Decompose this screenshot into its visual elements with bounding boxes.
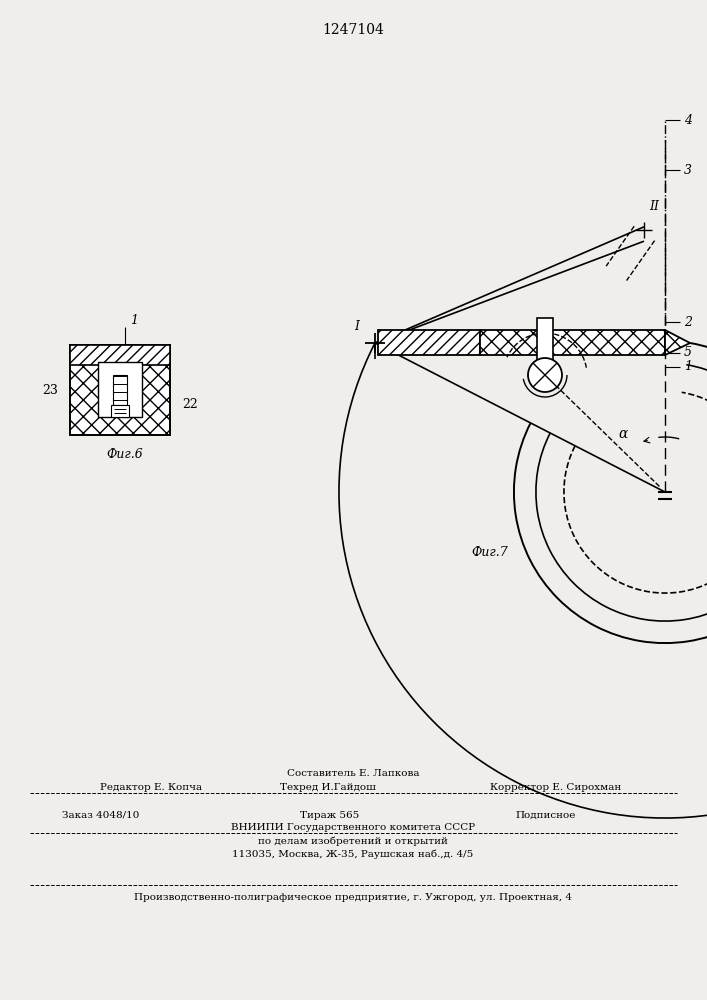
Text: 1: 1 bbox=[130, 314, 138, 328]
Text: Фиг.7: Фиг.7 bbox=[472, 546, 508, 558]
Text: ВНИИПИ Государственного комитета СССР: ВНИИПИ Государственного комитета СССР bbox=[231, 824, 475, 832]
Bar bbox=[98, 362, 142, 417]
Bar bbox=[378, 330, 480, 355]
Bar bbox=[537, 318, 553, 383]
Text: Подписное: Подписное bbox=[515, 810, 575, 820]
Text: 1247104: 1247104 bbox=[322, 23, 384, 37]
Text: 3: 3 bbox=[684, 163, 692, 176]
Bar bbox=[70, 345, 170, 365]
Text: 22: 22 bbox=[182, 398, 198, 412]
Text: 113035, Москва, Ж-35, Раушская наб.,д. 4/5: 113035, Москва, Ж-35, Раушская наб.,д. 4… bbox=[233, 849, 474, 859]
Text: по делам изобретений и открытий: по делам изобретений и открытий bbox=[258, 836, 448, 846]
Text: Составитель Е. Лапкова: Составитель Е. Лапкова bbox=[287, 770, 419, 778]
Text: II: II bbox=[649, 200, 659, 213]
Bar bbox=[70, 345, 170, 435]
Text: Заказ 4048/10: Заказ 4048/10 bbox=[62, 810, 139, 820]
Text: α: α bbox=[619, 427, 628, 441]
Text: 23: 23 bbox=[42, 383, 58, 396]
Text: Фиг.6: Фиг.6 bbox=[107, 448, 144, 462]
Text: 2: 2 bbox=[684, 316, 692, 328]
Text: Тираж 565: Тираж 565 bbox=[300, 810, 359, 820]
Text: Производственно-полиграфическое предприятие, г. Ужгород, ул. Проектная, 4: Производственно-полиграфическое предприя… bbox=[134, 892, 572, 902]
Text: Редактор Е. Копча: Редактор Е. Копча bbox=[100, 784, 202, 792]
Bar bbox=[111, 405, 129, 417]
Polygon shape bbox=[665, 330, 690, 355]
Bar bbox=[480, 330, 665, 355]
Text: 4: 4 bbox=[684, 113, 692, 126]
Text: I: I bbox=[354, 320, 359, 334]
Text: Техред И.Гайдош: Техред И.Гайдош bbox=[280, 784, 376, 792]
Circle shape bbox=[528, 358, 562, 392]
Text: 1: 1 bbox=[684, 360, 692, 373]
Text: Корректор Е. Сирохман: Корректор Е. Сирохман bbox=[490, 784, 621, 792]
Bar bbox=[113, 375, 127, 405]
Text: 5: 5 bbox=[684, 347, 692, 360]
